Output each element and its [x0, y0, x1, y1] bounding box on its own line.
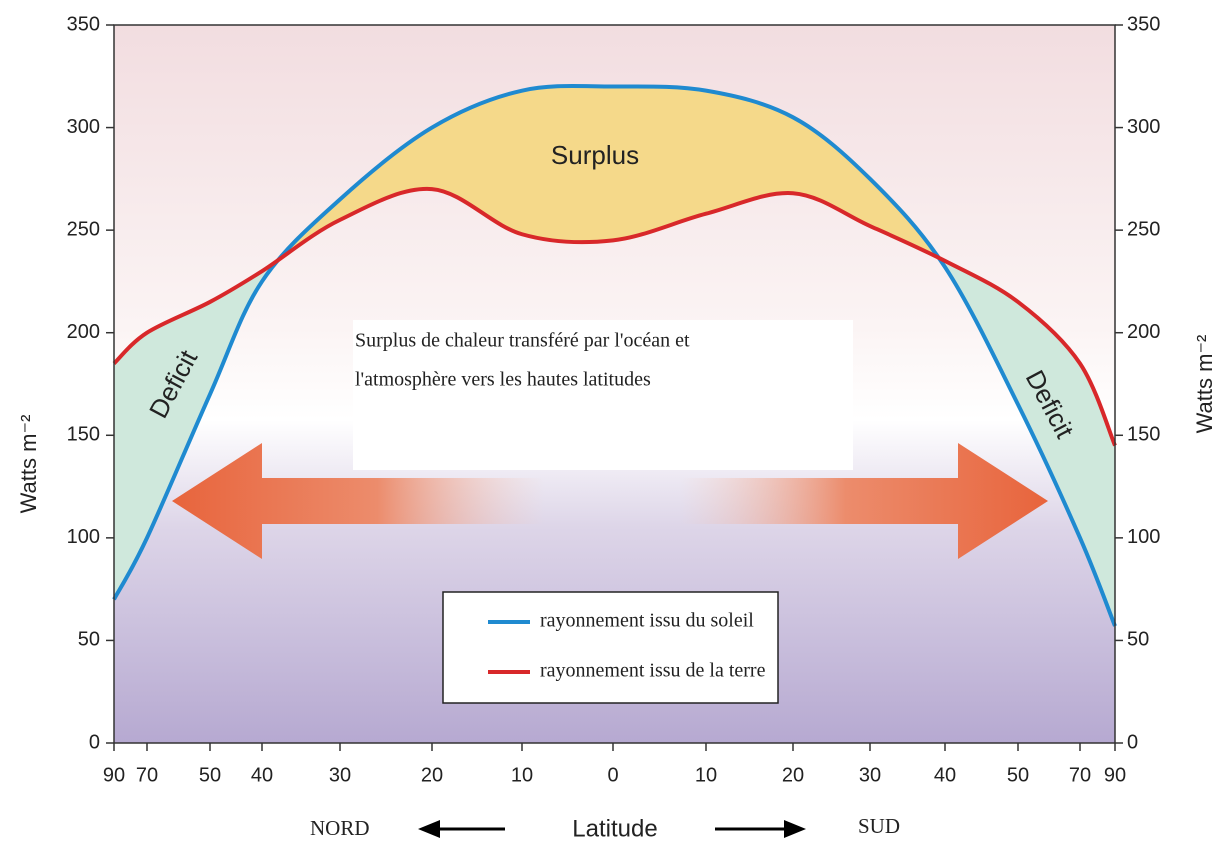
y2-tick-label: 0 [1127, 731, 1138, 753]
x-tick-label: 70 [1069, 764, 1091, 786]
note-text: Surplus de chaleur transféré par l'océan… [355, 330, 690, 352]
y-tick-label: 350 [67, 13, 100, 35]
y-tick-label: 50 [78, 629, 100, 651]
y2-tick-label: 300 [1127, 116, 1160, 138]
series-line [112, 84, 1117, 627]
y2-tick-label: 100 [1127, 526, 1160, 548]
y-tick-label: 0 [89, 731, 100, 753]
x-tick-label: 90 [103, 764, 125, 786]
x-tick-label: 0 [607, 764, 618, 786]
x-tick-label: 40 [251, 764, 273, 786]
x-tick-label: 90 [1104, 764, 1126, 786]
note-box [353, 320, 853, 470]
legend-label: rayonnement issu du soleil [540, 610, 754, 632]
y-axis-label: Watts m⁻² [16, 415, 41, 514]
arrow-right [680, 443, 1048, 559]
x-tick-label: 40 [934, 764, 956, 786]
x-tick-label: 70 [136, 764, 158, 786]
y-tick-label: 100 [67, 526, 100, 548]
x-tick-label: 30 [329, 764, 351, 786]
surplus-area [114, 86, 1115, 446]
y2-tick-label: 350 [1127, 13, 1160, 35]
north-label: NORD [310, 816, 370, 840]
x-tick-label: 30 [859, 764, 881, 786]
y-tick-label: 300 [67, 116, 100, 138]
y2-tick-label: 200 [1127, 321, 1160, 343]
x-tick-label: 20 [421, 764, 443, 786]
north-arrow-head [418, 820, 440, 838]
x-axis-label: Latitude [572, 815, 657, 841]
y-tick-label: 200 [67, 321, 100, 343]
surplus-label: Surplus [551, 140, 639, 170]
x-tick-label: 50 [1007, 764, 1029, 786]
y2-tick-label: 50 [1127, 629, 1149, 651]
x-tick-label: 50 [199, 764, 221, 786]
y-tick-label: 150 [67, 424, 100, 446]
y-tick-label: 250 [67, 218, 100, 240]
x-tick-label: 10 [695, 764, 717, 786]
x-tick-label: 20 [782, 764, 804, 786]
south-label: SUD [858, 814, 900, 838]
legend-label: rayonnement issu de la terre [540, 660, 766, 682]
arrow-left [172, 443, 545, 559]
y2-tick-label: 150 [1127, 424, 1160, 446]
series-line [112, 186, 1117, 447]
south-arrow-head [784, 820, 806, 838]
x-tick-label: 10 [511, 764, 533, 786]
note-text: l'atmosphère vers les hautes latitudes [355, 369, 651, 391]
plot-frame [113, 24, 1116, 744]
y2-tick-label: 250 [1127, 218, 1160, 240]
y2-axis-label: Watts m⁻² [1192, 335, 1217, 434]
legend [442, 591, 779, 704]
